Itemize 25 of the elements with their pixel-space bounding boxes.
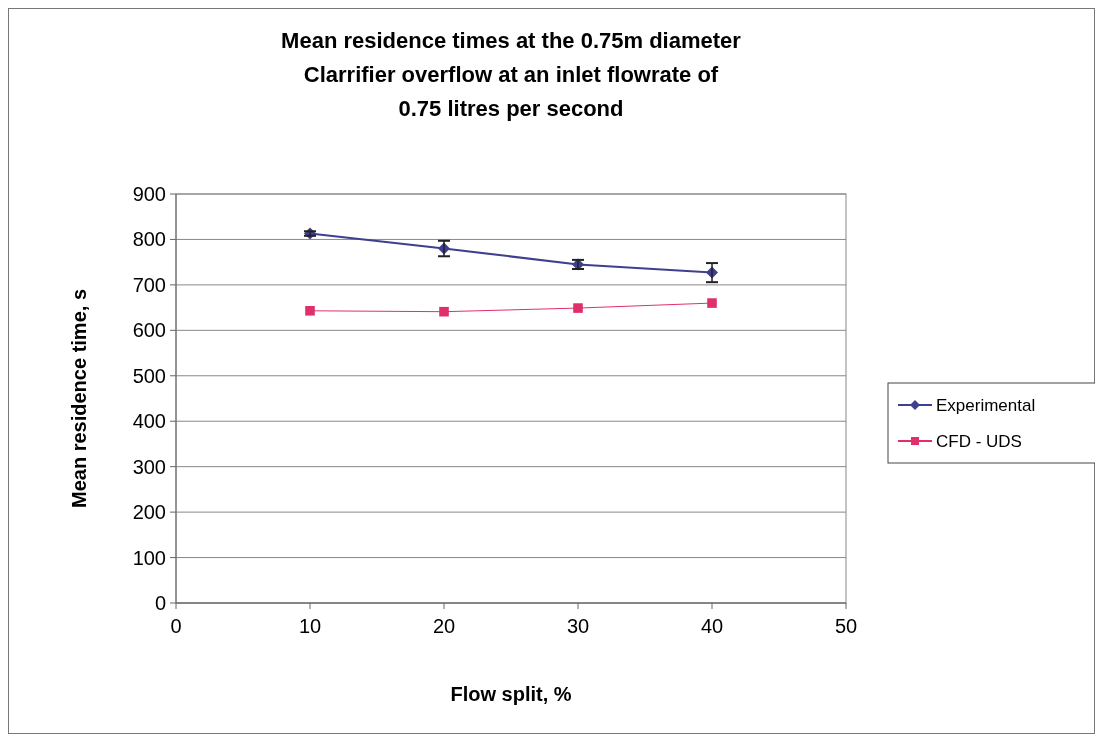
y-axis-title: Mean residence time, s — [68, 289, 90, 508]
x-tick-label: 30 — [566, 615, 590, 637]
x-tick-label: 40 — [700, 615, 724, 637]
y-tick-label: 100 — [132, 546, 166, 569]
x-tick-label: 0 — [170, 615, 182, 637]
y-tick-label: 0 — [154, 592, 166, 614]
x-tick-label: 50 — [834, 615, 858, 637]
point — [439, 306, 449, 317]
x-axis-title: Flow split, % — [450, 683, 572, 705]
y-tick-label: 400 — [132, 410, 166, 433]
y-tick-label: 200 — [132, 501, 166, 524]
y-tick-label: 300 — [132, 455, 166, 478]
point — [305, 305, 315, 316]
chart-title: Mean residence times at the 0.75m diameter Clarrifier overflow at an inlet flowrate of 0.75 litres per second — [281, 28, 742, 121]
x-tick-label: 10 — [298, 615, 322, 637]
legend-label: Experimental — [936, 395, 1036, 415]
point — [707, 298, 717, 308]
x-tick-label: 20 — [432, 615, 456, 637]
y-tick-label: 500 — [132, 364, 166, 387]
y-tick-label: 800 — [132, 228, 166, 251]
y-tick-label: 700 — [132, 273, 166, 296]
y-tick-label: 900 — [132, 183, 166, 205]
legend-label: CFD - UDS — [936, 431, 1022, 451]
point — [573, 303, 583, 313]
y-tick-label: 600 — [132, 319, 166, 342]
